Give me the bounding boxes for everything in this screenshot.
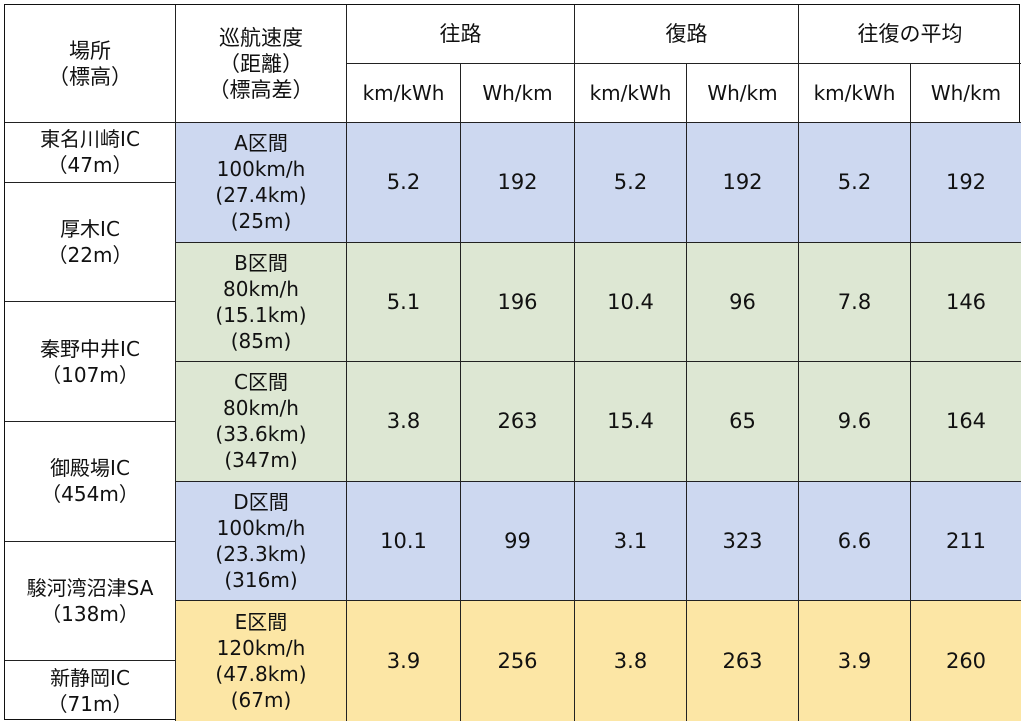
segment-label-line: A区間 — [234, 131, 288, 156]
value-cell: 5.1 — [347, 242, 461, 363]
segment-label-line: E区間 — [234, 610, 288, 635]
value-cell: 65 — [687, 362, 799, 482]
location-cell: 新静岡IC （71m） — [5, 661, 176, 721]
location-cell: 駿河湾沼津SA （138m） — [5, 541, 176, 662]
value-cell: 3.9 — [347, 601, 461, 721]
header-speed-title: 巡航速度 — [219, 25, 303, 50]
segment-label-line: 80km/h — [223, 276, 299, 301]
value-cell: 256 — [461, 601, 575, 721]
unit-return-whkm: Wh/km — [687, 64, 799, 123]
segment-label-line: B区間 — [234, 250, 288, 275]
segment-label-line: (33.6km) — [215, 422, 307, 447]
value-cell: 146 — [911, 242, 1021, 363]
segment-label-line: 120km/h — [216, 636, 306, 661]
header-average: 往復の平均 — [799, 5, 1021, 64]
segment-label-line: (23.3km) — [215, 542, 307, 567]
value-cell: 263 — [687, 601, 799, 721]
value-cell: 6.6 — [799, 481, 911, 602]
location-cell: 厚木IC （22m） — [5, 182, 176, 303]
location-elevation: （47m） — [47, 153, 133, 178]
value-cell: 192 — [687, 123, 799, 243]
location-name: 御殿場IC — [50, 456, 130, 481]
segment-label-line: 100km/h — [216, 157, 306, 182]
location-elevation: （138m） — [41, 601, 139, 626]
location-name: 厚木IC — [60, 217, 120, 242]
header-location-sub: （標高） — [48, 64, 132, 89]
header-return: 復路 — [575, 5, 799, 64]
segment-label-line: 80km/h — [223, 396, 299, 421]
value-cell: 196 — [461, 242, 575, 363]
location-elevation: （71m） — [47, 692, 133, 717]
segment-label-cell: E区間 120km/h (47.8km) (67m) — [176, 601, 347, 721]
location-name: 東名川崎IC — [40, 127, 140, 152]
value-cell: 211 — [911, 481, 1021, 602]
value-cell: 192 — [461, 123, 575, 243]
location-cell: 御殿場IC （454m） — [5, 421, 176, 542]
value-cell: 5.2 — [799, 123, 911, 243]
segment-label-line: (67m) — [230, 688, 292, 713]
segment-label-line: (15.1km) — [215, 302, 307, 327]
segment-label-line: (347m) — [224, 448, 298, 473]
header-location: 場所 （標高） — [5, 5, 176, 123]
location-name: 駿河湾沼津SA — [26, 575, 154, 600]
value-cell: 5.2 — [575, 123, 687, 243]
header-speed-distance: （距離） — [219, 51, 303, 76]
segment-label-cell: C区間 80km/h (33.6km) (347m) — [176, 362, 347, 482]
location-cell: 秦野中井IC （107m） — [5, 302, 176, 422]
value-cell: 260 — [911, 601, 1021, 721]
segment-label-line: (27.4km) — [215, 183, 307, 208]
value-cell: 10.4 — [575, 242, 687, 363]
value-cell: 7.8 — [799, 242, 911, 363]
location-elevation: （454m） — [41, 482, 139, 507]
location-elevation: （107m） — [41, 362, 139, 387]
unit-average-kmkwh: km/kWh — [799, 64, 911, 123]
efficiency-table: 場所 （標高） 巡航速度 （距離） （標高差） 往路 復路 往復の平均 km/k… — [4, 4, 1021, 721]
segment-label-line: C区間 — [234, 370, 288, 395]
segment-label-cell: D区間 100km/h (23.3km) (316m) — [176, 481, 347, 602]
location-elevation: （22m） — [47, 243, 133, 268]
unit-outbound-whkm: Wh/km — [461, 64, 575, 123]
value-cell: 3.9 — [799, 601, 911, 721]
segment-label-cell: B区間 80km/h (15.1km) (85m) — [176, 242, 347, 363]
location-cell: 東名川崎IC （47m） — [5, 123, 176, 183]
value-cell: 323 — [687, 481, 799, 602]
value-cell: 99 — [461, 481, 575, 602]
segment-label-line: (25m) — [230, 209, 292, 234]
value-cell: 5.2 — [347, 123, 461, 243]
location-name: 秦野中井IC — [40, 336, 140, 361]
header-outbound: 往路 — [347, 5, 575, 64]
segment-label-cell: A区間 100km/h (27.4km) (25m) — [176, 123, 347, 243]
unit-outbound-kmkwh: km/kWh — [347, 64, 461, 123]
value-cell: 192 — [911, 123, 1021, 243]
value-cell: 164 — [911, 362, 1021, 482]
value-cell: 3.8 — [575, 601, 687, 721]
unit-average-whkm: Wh/km — [911, 64, 1021, 123]
value-cell: 10.1 — [347, 481, 461, 602]
value-cell: 3.8 — [347, 362, 461, 482]
unit-return-kmkwh: km/kWh — [575, 64, 687, 123]
value-cell: 9.6 — [799, 362, 911, 482]
header-speed: 巡航速度 （距離） （標高差） — [176, 5, 347, 123]
value-cell: 15.4 — [575, 362, 687, 482]
segment-label-line: D区間 — [233, 490, 289, 515]
value-cell: 96 — [687, 242, 799, 363]
segment-label-line: (47.8km) — [215, 662, 307, 687]
header-speed-elevation: （標高差） — [208, 77, 314, 102]
segment-label-line: 100km/h — [216, 516, 306, 541]
segment-label-line: (85m) — [230, 328, 292, 353]
value-cell: 263 — [461, 362, 575, 482]
segment-label-line: (316m) — [224, 568, 298, 593]
value-cell: 3.1 — [575, 481, 687, 602]
location-name: 新静岡IC — [50, 666, 130, 691]
header-location-title: 場所 — [69, 38, 111, 63]
